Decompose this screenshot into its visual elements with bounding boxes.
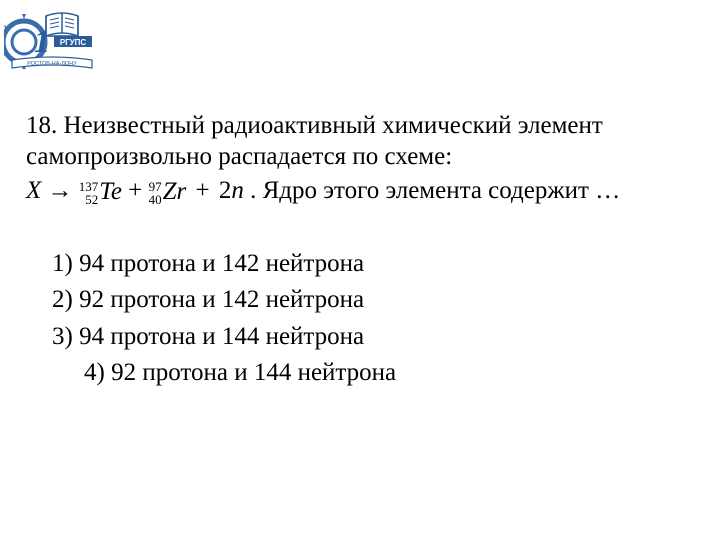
answer-4: 4) 92 протона и 144 нейтрона [84,355,396,391]
n-symbol: n [231,177,244,204]
Te-symbol: Te [99,178,122,205]
isotope-Zr: 97 40 Zr [149,176,187,207]
Zr-z: 40 [149,193,162,206]
two: 2 [219,177,232,204]
university-logo: 1 РГУПС РОСТОВ-НА-ДОНУ [4,6,100,74]
svg-text:РОСТОВ-НА-ДОНУ: РОСТОВ-НА-ДОНУ [27,61,77,67]
answer-1: 1) 94 протона и 142 нейтрона [52,246,396,282]
question-block: 18. Неизвестный радиоактивный химический… [26,110,694,207]
plus-1: + [128,177,142,204]
answer-3: 3) 94 протона и 144 нейтрона [52,319,396,355]
svg-text:РГУПС: РГУПС [60,38,87,47]
Zr-symbol: Zr [163,178,187,205]
arrow: → [48,177,73,204]
answers-block: 1) 94 протона и 142 нейтрона 2) 92 прото… [52,246,396,391]
question-tail: . Ядро этого элемента содержит … [250,177,620,204]
plus-2: + [196,177,210,204]
formula: X → 137 52 Te + 97 40 Zr + 2n [26,177,250,204]
answer-2: 2) 92 протона и 142 нейтрона [52,282,396,318]
isotope-Te: 137 52 Te [79,176,122,207]
formula-line: X → 137 52 Te + 97 40 Zr + 2n . Ядро это… [26,175,694,208]
symbol-X: X [26,177,41,204]
Te-z: 52 [79,193,99,206]
question-text: 18. Неизвестный радиоактивный химический… [26,110,694,173]
